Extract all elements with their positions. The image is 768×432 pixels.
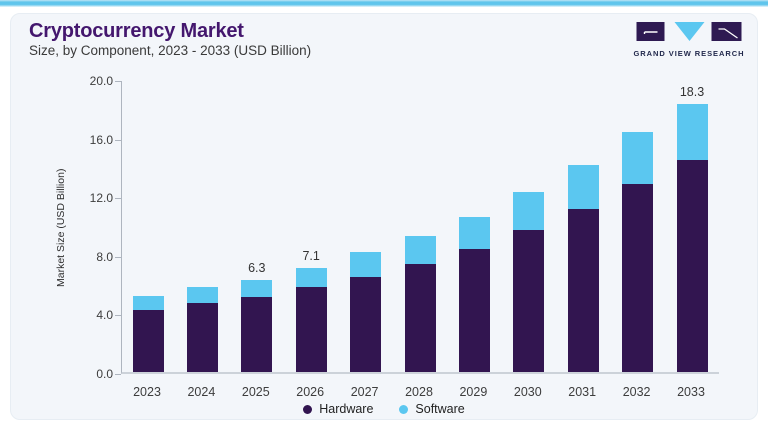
bar-2028 <box>404 235 436 372</box>
bar-value-label-2025: 6.3 <box>248 260 266 275</box>
bar-2029-software-segment <box>458 216 490 249</box>
bar-2023 <box>132 295 164 372</box>
bar-2024-software-segment <box>186 287 218 304</box>
page-title: Cryptocurrency Market <box>29 20 244 42</box>
legend-label-hardware: Hardware <box>319 402 374 416</box>
bar-2033-software-segment <box>676 103 708 160</box>
chart-card: Cryptocurrency Market Size, by Component… <box>10 13 758 420</box>
legend-item-hardware: Hardware <box>303 402 373 416</box>
bar-2032 <box>622 131 654 372</box>
bar-2031 <box>567 165 599 372</box>
bar-2030-hardware-segment <box>513 229 545 372</box>
bar-2033-hardware-segment <box>676 159 708 372</box>
bar-2030 <box>513 191 545 372</box>
x-tick-label-2032: 2032 <box>622 385 651 399</box>
y-tick-label-8.0: 8.0 <box>96 249 113 264</box>
bar-2029 <box>458 216 490 372</box>
bar-2026-hardware-segment <box>295 287 327 372</box>
bar-2028-software-segment <box>404 235 436 264</box>
page-subtitle: Size, by Component, 2023 - 2033 (USD Bil… <box>29 43 312 58</box>
bar-2027-hardware-segment <box>350 276 382 372</box>
bar-2031-hardware-segment <box>567 209 599 372</box>
legend-dot-hardware <box>303 404 313 414</box>
bar-2027-software-segment <box>350 251 382 277</box>
y-tick-mark <box>115 315 121 317</box>
y-tick-label-0.0: 0.0 <box>96 367 113 381</box>
top-accent-strip <box>0 0 768 7</box>
bar-value-label-2026: 7.1 <box>302 249 320 263</box>
y-tick-label-12.0: 12.0 <box>89 191 113 206</box>
bar-2028-hardware-segment <box>404 263 436 372</box>
bar-2024 <box>186 287 218 372</box>
y-tick-mark <box>115 256 121 258</box>
bar-2029-hardware-segment <box>458 248 490 372</box>
bar-2026 <box>295 268 327 372</box>
chart-legend: Hardware Software <box>11 402 757 416</box>
y-tick-label-20.0: 20.0 <box>89 74 113 88</box>
bar-2032-hardware-segment <box>622 184 654 372</box>
legend-label-software: Software <box>415 402 465 416</box>
x-tick-label-2026: 2026 <box>296 385 325 399</box>
x-tick-label-2031: 2031 <box>568 385 597 399</box>
grand-view-research-logo: GRAND VIEW RESEARCH <box>633 22 745 58</box>
x-tick-label-2024: 2024 <box>187 385 216 399</box>
bar-2023-hardware-segment <box>132 310 164 372</box>
x-tick-label-2025: 2025 <box>241 385 270 399</box>
bar-2030-software-segment <box>513 191 545 230</box>
bar-2032-software-segment <box>622 131 654 185</box>
x-tick-label-2033: 2033 <box>677 385 705 399</box>
bar-2025 <box>241 279 273 372</box>
bar-2027 <box>350 251 382 372</box>
x-tick-label-2029: 2029 <box>459 385 488 399</box>
bar-2026-software-segment <box>295 268 327 288</box>
y-tick-mark <box>115 81 121 82</box>
bar-2024-hardware-segment <box>186 303 218 372</box>
plot-area: 6.3 7.1 18.3 <box>121 81 719 374</box>
gvr-logo-icon <box>636 22 742 41</box>
bar-2025-hardware-segment <box>241 297 273 372</box>
x-tick-label-2028: 2028 <box>405 385 433 399</box>
x-tick-label-2030: 2030 <box>513 385 542 399</box>
x-tick-label-2023: 2023 <box>133 385 161 399</box>
y-axis-title: Market Size (USD Billion) <box>55 168 67 287</box>
logo-text: GRAND VIEW RESEARCH <box>633 49 745 58</box>
y-tick-mark <box>115 374 121 375</box>
x-tick-label-2027: 2027 <box>350 385 379 399</box>
bar-2033 <box>676 103 708 372</box>
legend-item-software: Software <box>399 402 465 416</box>
y-tick-mark <box>115 139 121 141</box>
y-tick-mark <box>115 198 121 200</box>
y-tick-label-4.0: 4.0 <box>96 308 113 323</box>
bar-2023-software-segment <box>132 295 164 311</box>
bar-value-label-2033: 18.3 <box>679 84 705 99</box>
y-tick-label-16.0: 16.0 <box>89 132 113 147</box>
legend-dot-software <box>399 404 409 414</box>
bar-2031-software-segment <box>567 165 599 210</box>
bar-2025-software-segment <box>241 279 273 298</box>
